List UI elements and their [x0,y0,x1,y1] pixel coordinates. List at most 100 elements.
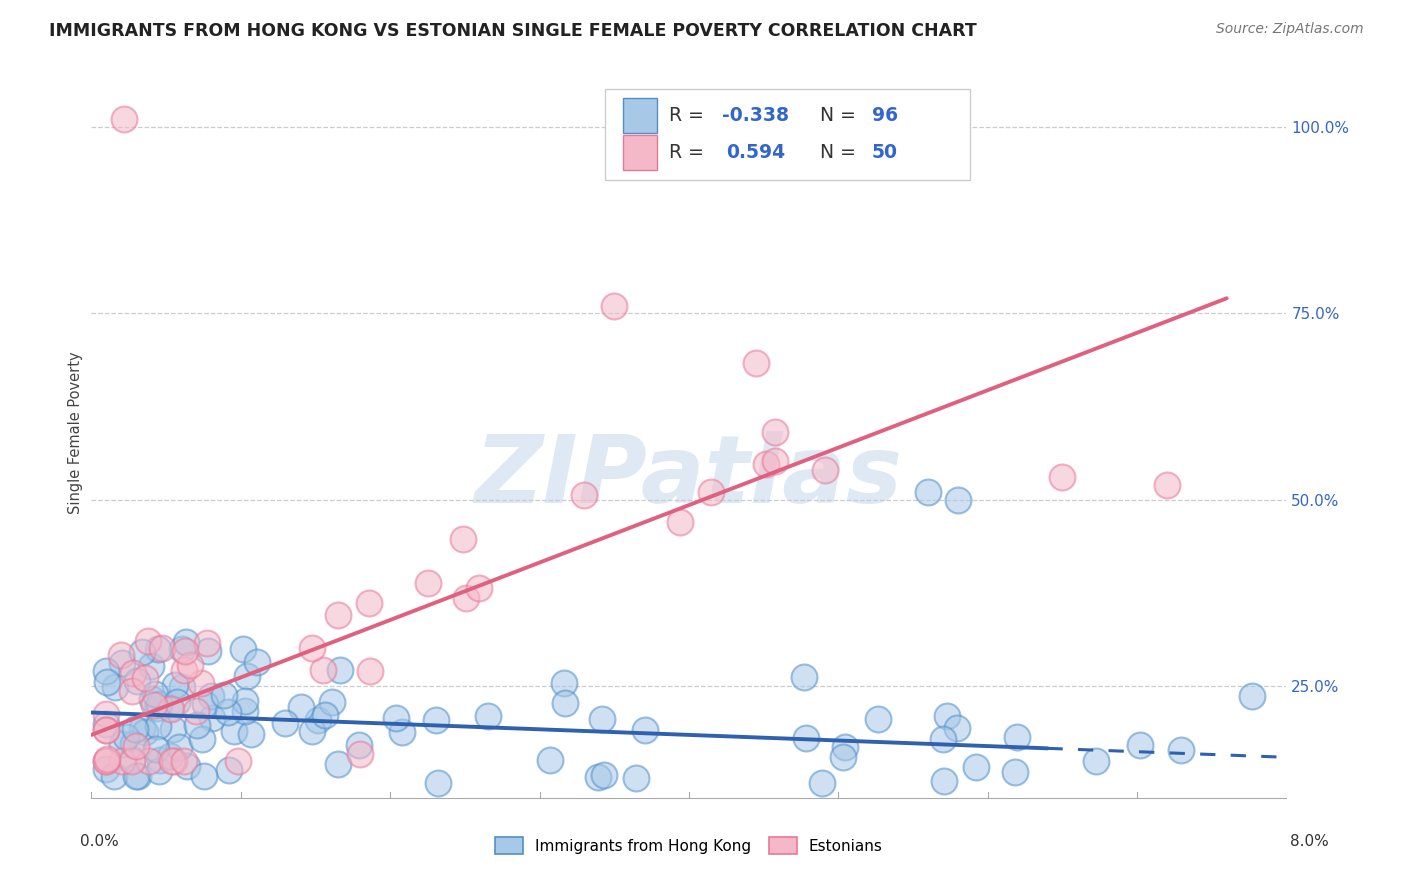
Point [139,659,162,673]
Point [233,694,256,708]
Point [359,595,381,609]
Point [127,769,149,783]
Text: N =: N = [821,143,862,162]
Point [96,674,118,689]
Point [174,635,197,649]
Point [96,723,118,737]
Point [1084,755,1107,769]
FancyBboxPatch shape [605,89,970,180]
Point [194,697,217,711]
Point [228,754,250,768]
Point [477,708,499,723]
Point [217,706,239,720]
Point [122,737,145,751]
Point [96,723,118,737]
Point [917,485,939,500]
Point [167,739,190,754]
Point [427,776,450,790]
Point [125,673,148,688]
Point [793,670,815,684]
Point [329,663,352,677]
Text: 0.594: 0.594 [725,143,785,162]
Point [416,575,439,590]
Point [163,754,186,768]
Point [174,643,197,657]
Point [145,741,167,756]
Point [326,607,349,622]
Point [965,760,987,774]
Point [700,484,723,499]
Text: Source: ZipAtlas.com: Source: ZipAtlas.com [1216,22,1364,37]
Point [138,754,160,768]
Point [150,640,173,655]
Legend: Immigrants from Hong Kong, Estonians: Immigrants from Hong Kong, Estonians [489,831,889,860]
Point [1156,478,1178,492]
Point [141,692,163,706]
Point [96,754,118,768]
Point [131,721,153,735]
Point [814,463,837,477]
Point [96,762,118,776]
Point [96,717,118,731]
Text: 0.0%: 0.0% [80,834,120,848]
Point [832,749,855,764]
Point [136,634,159,648]
FancyBboxPatch shape [623,135,657,170]
Point [96,665,118,679]
Point [321,695,343,709]
Point [932,731,955,746]
Point [142,698,165,712]
Point [232,642,254,657]
Point [146,642,169,657]
Point [212,688,235,702]
Point [159,749,181,764]
Point [148,697,170,711]
Point [274,715,297,730]
Point [190,675,212,690]
Point [669,515,692,529]
Point [159,701,181,715]
Point [179,657,201,672]
Point [121,665,143,680]
Point [121,684,143,698]
Point [1005,730,1028,744]
Point [307,713,329,727]
Text: N =: N = [821,106,862,126]
Point [468,581,491,595]
Point [184,704,207,718]
Point [932,774,955,789]
Point [314,708,336,723]
Point [201,711,224,725]
Point [538,753,561,767]
Point [554,696,576,710]
Text: 96: 96 [872,106,898,126]
Point [634,723,657,738]
Point [624,771,647,785]
Point [146,719,169,733]
Point [240,727,263,741]
Text: R =: R = [669,106,710,126]
Point [454,591,477,606]
Point [349,747,371,761]
Point [134,725,156,739]
Point [347,738,370,752]
Text: ZIPatlas: ZIPatlas [475,431,903,523]
Text: R =: R = [669,143,710,162]
Point [200,690,222,704]
Point [111,737,134,751]
Point [163,678,186,692]
Point [834,739,856,754]
Point [166,695,188,709]
Point [301,723,323,738]
Point [96,706,118,721]
Point [160,754,183,768]
Text: IMMIGRANTS FROM HONG KONG VS ESTONIAN SINGLE FEMALE POVERTY CORRELATION CHART: IMMIGRANTS FROM HONG KONG VS ESTONIAN SI… [49,22,977,40]
Point [763,425,786,440]
Point [451,533,474,547]
Point [124,722,146,736]
Point [866,712,889,726]
Point [162,722,184,736]
Point [121,751,143,765]
Point [191,732,214,747]
Point [592,768,614,782]
